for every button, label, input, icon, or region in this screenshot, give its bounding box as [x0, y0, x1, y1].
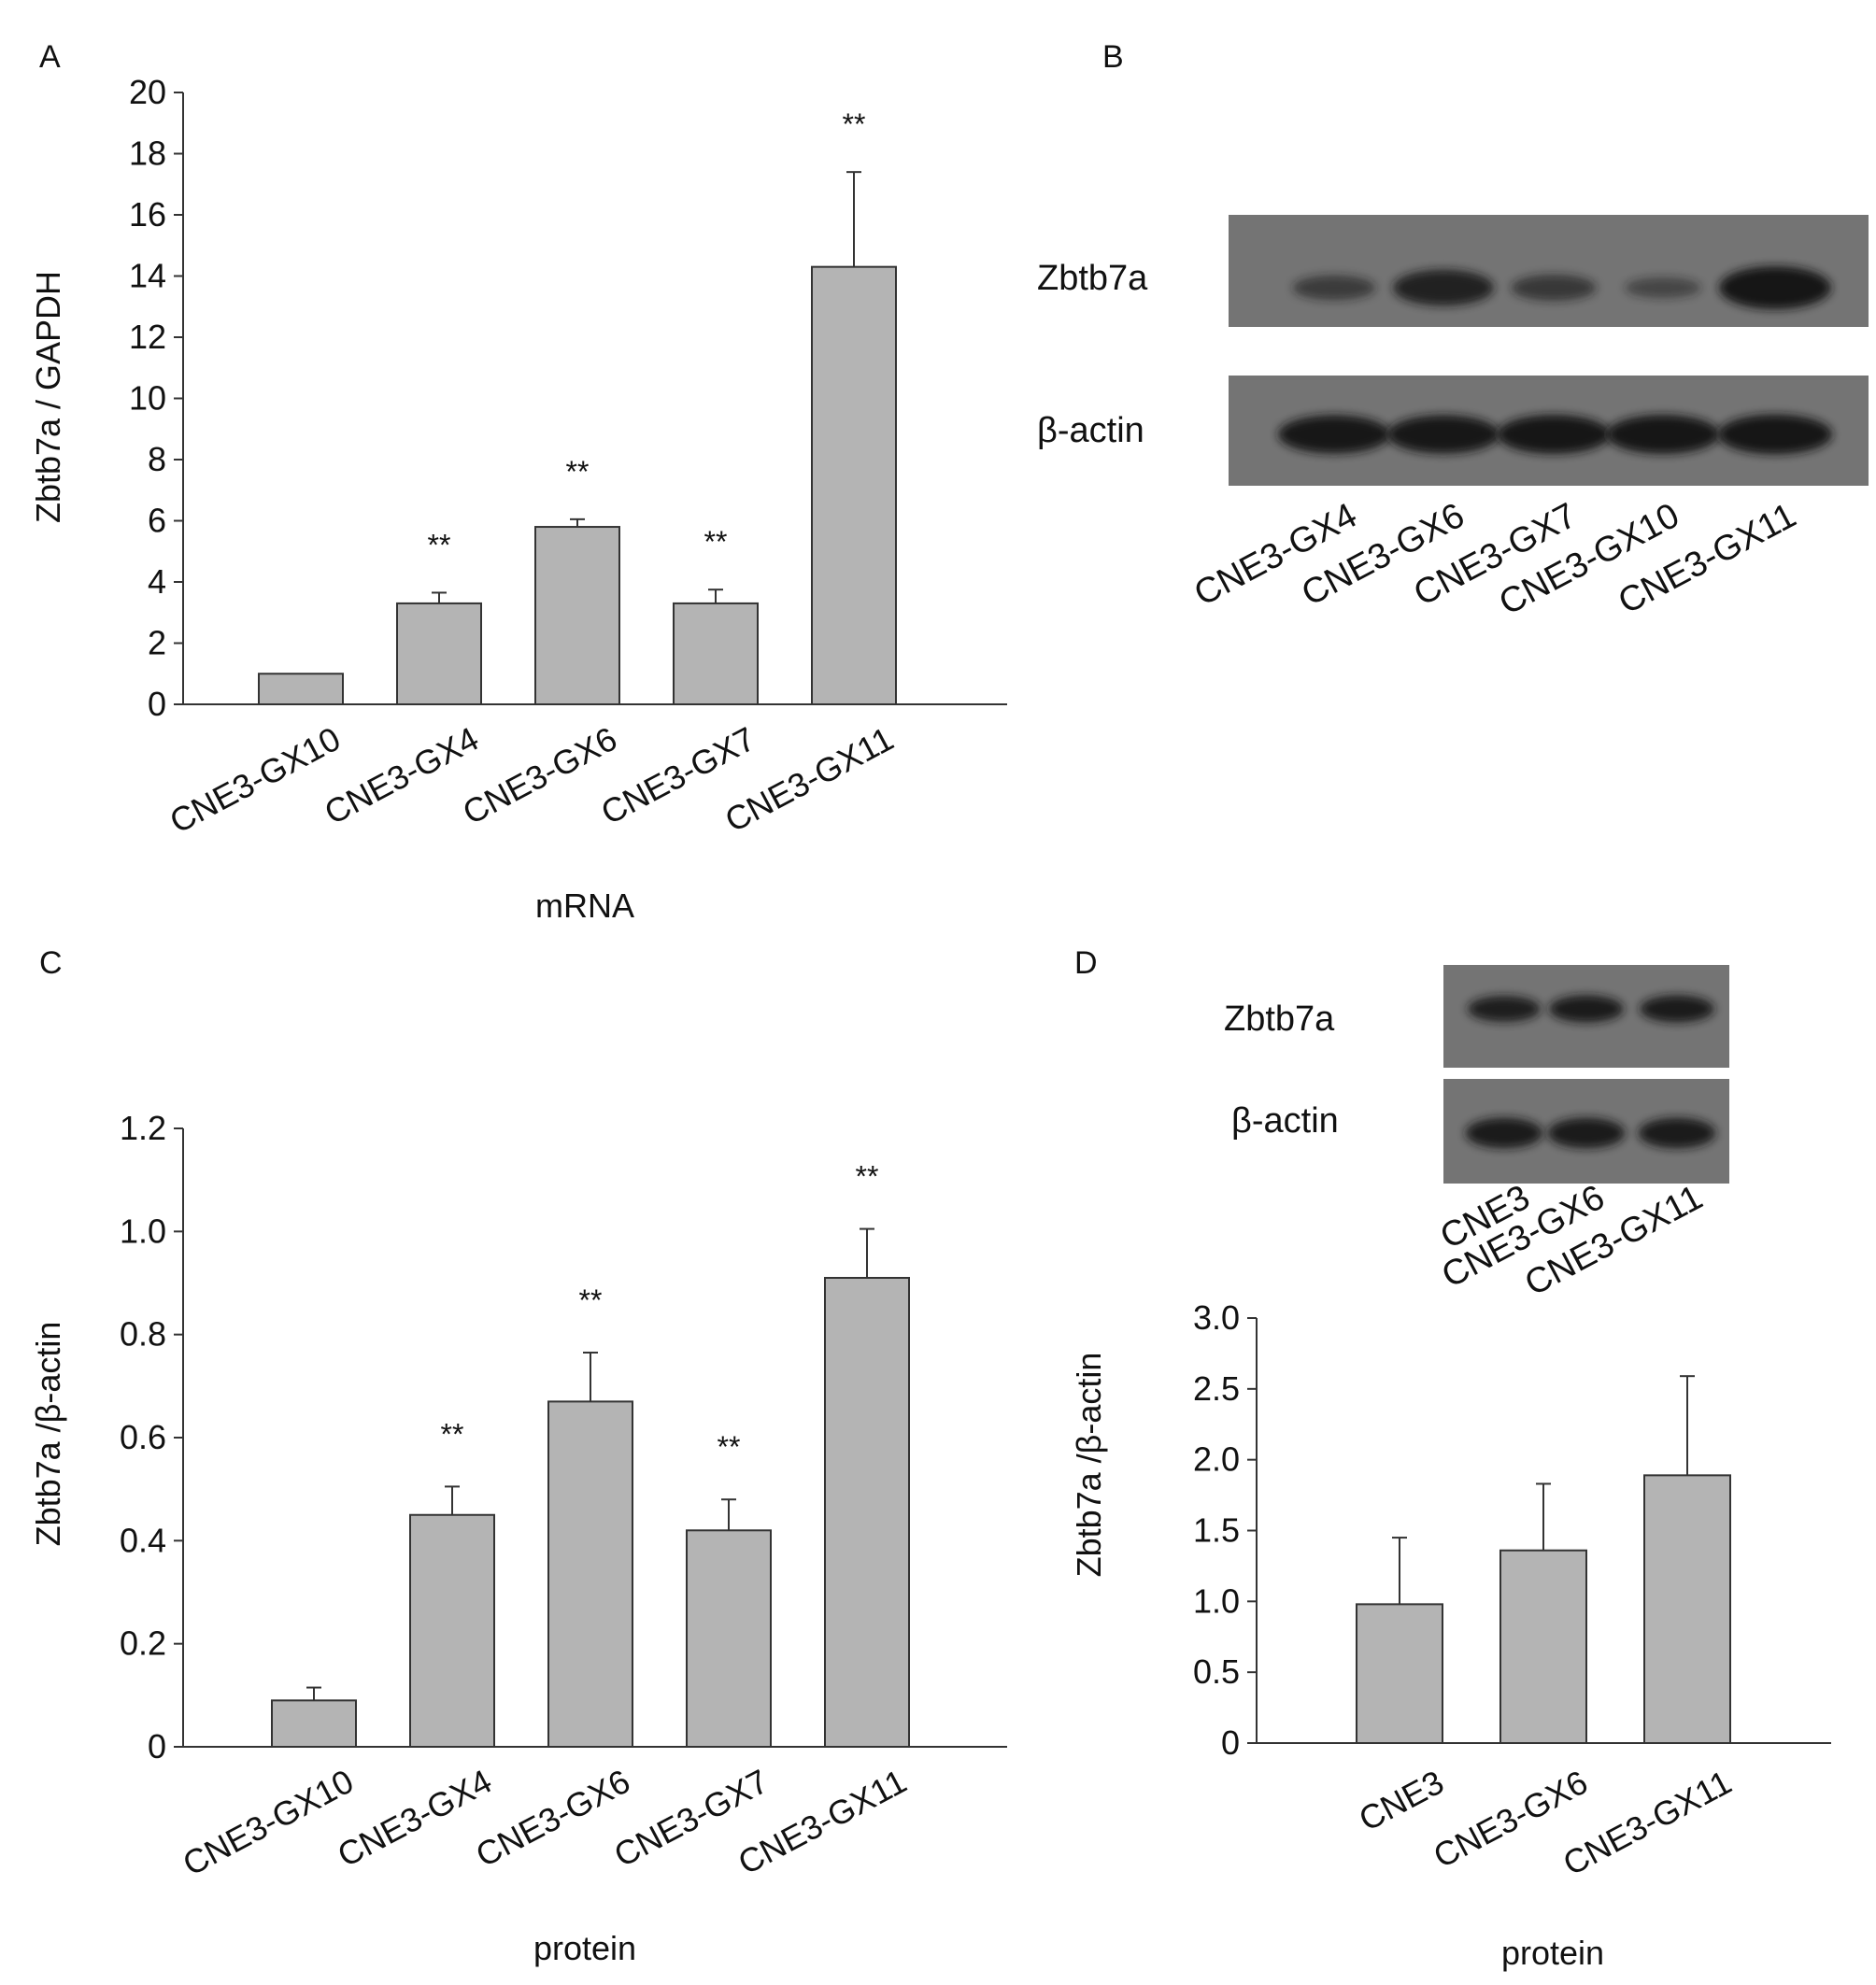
y-tick-label: 0.5 — [1193, 1652, 1240, 1691]
significance-marker: ** — [718, 1430, 741, 1464]
y-tick-label: 1.0 — [1193, 1581, 1240, 1620]
actin-band — [1547, 1117, 1626, 1149]
bar — [547, 1400, 633, 1748]
panel-label-a: A — [39, 39, 61, 75]
significance-marker: ** — [441, 1417, 464, 1451]
y-tick-label: 6 — [148, 502, 166, 540]
y-tick-label: 20 — [129, 73, 166, 111]
y-tick-label: 0.8 — [120, 1315, 166, 1354]
y-tick-label: 2.5 — [1193, 1369, 1240, 1408]
y-tick-label: 8 — [148, 440, 166, 478]
western-blot-b — [1229, 215, 1869, 486]
significance-marker: ** — [428, 528, 451, 561]
actin-band — [1387, 415, 1499, 454]
bar — [409, 1513, 495, 1748]
y-tick-label: 1.0 — [120, 1212, 166, 1250]
x-tick-label: CNE3-GX4 — [319, 719, 485, 832]
chart-c-y-axis-title: Zbtb7a /β-actin — [29, 1322, 67, 1547]
y-tick-label: 12 — [129, 318, 166, 356]
zbtb7a-band — [1719, 266, 1831, 309]
blot-b-row-label-actin: β-actin — [1037, 411, 1144, 450]
panel-label-d: D — [1074, 945, 1098, 981]
y-tick-label: 0.2 — [120, 1624, 166, 1663]
blot-d-row-label-actin: β-actin — [1231, 1101, 1339, 1141]
chart-d-y-axis-title: Zbtb7a /β-actin — [1070, 1353, 1108, 1578]
actin-band — [1278, 415, 1390, 454]
zbtb7a-band — [1549, 995, 1624, 1023]
significance-marker: ** — [856, 1160, 879, 1194]
bar — [824, 1276, 910, 1748]
bar — [1356, 1603, 1443, 1745]
blot-d-row-label-zbtb7a: Zbtb7a — [1224, 1000, 1335, 1039]
chart-a-x-axis-title: mRNA — [535, 886, 634, 925]
bar — [811, 265, 897, 705]
blot-b-row-label-zbtb7a: Zbtb7a — [1037, 259, 1148, 298]
x-tick-label: CNE3-GX6 — [457, 719, 623, 832]
zbtb7a-band — [1467, 996, 1542, 1022]
actin-band — [1717, 414, 1833, 455]
significance-marker: ** — [566, 455, 590, 489]
y-tick-label: 0 — [1221, 1723, 1240, 1762]
y-tick-label: 2.0 — [1193, 1440, 1240, 1479]
bar — [686, 1529, 772, 1749]
y-tick-label: 3.0 — [1193, 1298, 1240, 1337]
y-tick-label: 1.2 — [120, 1109, 166, 1147]
bar — [534, 526, 620, 705]
y-tick-label: 18 — [129, 135, 166, 173]
x-tick-label: CNE3-GX4 — [332, 1762, 498, 1875]
significance-marker: ** — [843, 107, 866, 141]
chart-c-x-axis-title: protein — [533, 1929, 636, 1967]
y-tick-label: 14 — [129, 257, 166, 295]
chart-c: 0 0.2 0.4 0.6 0.8 1.0 1.2 CNE3-GX10 ** CNE3-GX4 **… — [120, 1109, 1007, 1883]
zbtb7a-band — [1511, 274, 1597, 302]
western-blot-d — [1443, 965, 1729, 1184]
zbtb7a-band — [1625, 276, 1701, 299]
chart-d-x-axis-title: protein — [1501, 1934, 1604, 1972]
y-tick-label: 0 — [148, 1727, 166, 1765]
blot-b-lane-labels: CNE3-GX4CNE3-GX6CNE3-GX7CNE3-GX10CNE3-GX… — [1188, 496, 1803, 623]
bar — [1499, 1549, 1587, 1744]
actin-band — [1638, 1117, 1716, 1149]
y-tick-label: 0.6 — [120, 1418, 166, 1456]
actin-band — [1497, 415, 1611, 454]
bar — [396, 602, 482, 705]
y-tick-label: 1.5 — [1193, 1511, 1240, 1550]
bar — [258, 673, 344, 705]
y-tick-label: 4 — [148, 562, 166, 601]
x-tick-label: CNE3-GX6 — [470, 1762, 636, 1875]
actin-band — [1465, 1117, 1543, 1149]
zbtb7a-band — [1292, 275, 1376, 301]
y-tick-label: 10 — [129, 379, 166, 418]
significance-marker: ** — [704, 525, 728, 559]
zbtb7a-band — [1640, 995, 1714, 1023]
x-tick-label: CNE3 — [1353, 1763, 1450, 1838]
y-tick-label: 2 — [148, 624, 166, 662]
y-tick-label: 0 — [148, 685, 166, 723]
bar — [1643, 1474, 1731, 1744]
bar — [673, 602, 759, 705]
x-tick-label: CNE3-GX10 — [177, 1762, 360, 1883]
chart-a: 0 2 4 6 8 10 12 14 16 18 20 CNE3-GX10 ** CNE3-GX4 ** CN… — [129, 73, 1007, 841]
bar — [271, 1699, 357, 1748]
panel-label-b: B — [1102, 39, 1124, 75]
x-tick-label: CNE3-GX10 — [163, 719, 347, 841]
panel-label-c: C — [39, 945, 63, 981]
chart-a-y-axis-title: Zbtb7a / GAPDH — [29, 271, 67, 523]
zbtb7a-band — [1393, 269, 1494, 306]
y-tick-label: 16 — [129, 195, 166, 234]
significance-marker: ** — [579, 1283, 603, 1317]
y-tick-label: 0.4 — [120, 1521, 166, 1559]
actin-band — [1606, 415, 1720, 454]
